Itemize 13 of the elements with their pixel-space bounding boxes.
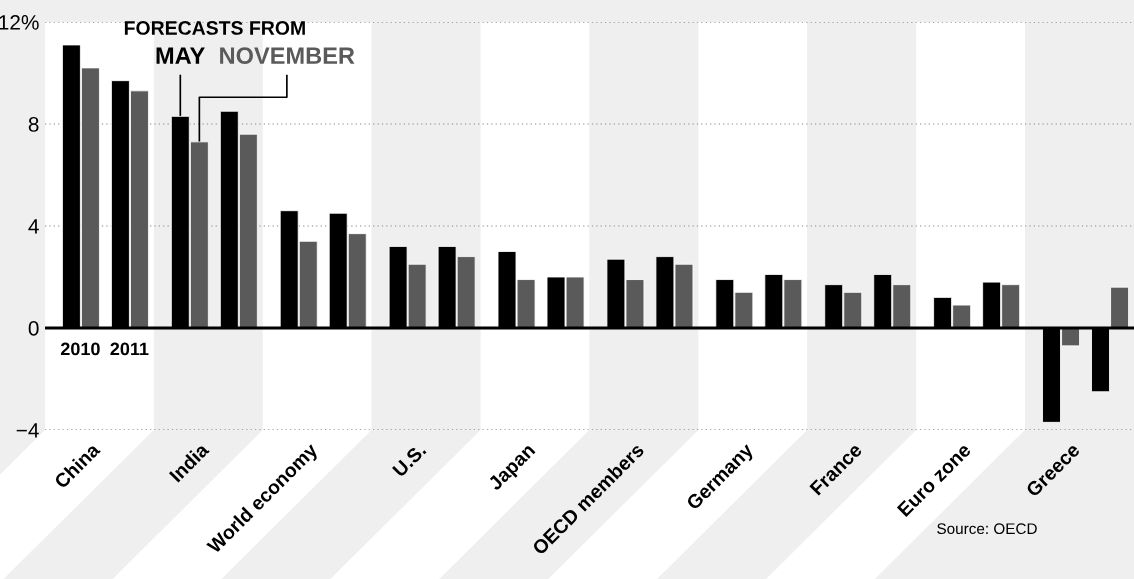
text: NOVEMBER bbox=[220, 47, 355, 65]
y-tick-label: 12% bbox=[0, 15, 39, 30]
annotation: 2011 bbox=[110, 342, 149, 356]
y-tick-label: 8 bbox=[28, 117, 39, 132]
y-tick-label: 0 bbox=[28, 321, 39, 336]
source-note: Source: OECD bbox=[937, 523, 1037, 535]
y-tick-label: −4 bbox=[16, 423, 39, 438]
text: MAY bbox=[156, 47, 205, 64]
x-tick-label: U.S. bbox=[391, 442, 427, 478]
annotation: 2010 bbox=[60, 342, 100, 356]
legend-title: FORECASTS FROM bbox=[124, 21, 305, 35]
y-tick-label: 4 bbox=[28, 219, 39, 234]
bar bbox=[1110, 286, 1129, 329]
